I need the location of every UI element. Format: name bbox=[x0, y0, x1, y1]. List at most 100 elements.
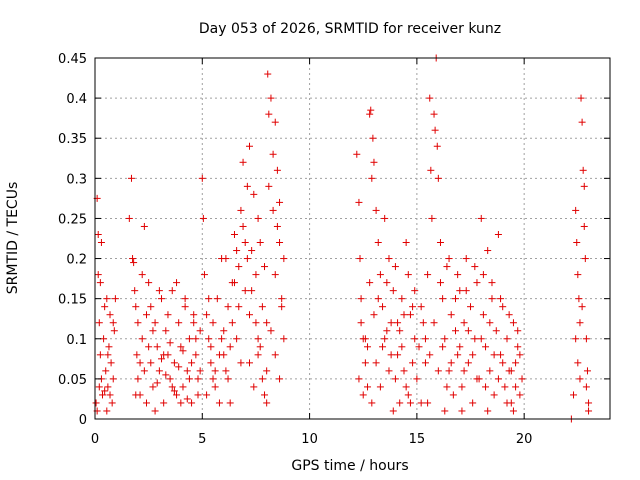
data-point bbox=[269, 150, 277, 158]
data-point bbox=[102, 367, 110, 375]
data-point bbox=[359, 391, 367, 399]
data-point bbox=[127, 174, 135, 182]
data-point bbox=[140, 367, 148, 375]
data-point bbox=[250, 190, 258, 198]
data-point bbox=[100, 335, 108, 343]
data-point bbox=[261, 263, 269, 271]
data-point bbox=[94, 230, 102, 238]
data-point bbox=[254, 335, 262, 343]
data-point bbox=[194, 375, 202, 383]
data-point bbox=[458, 383, 466, 391]
data-point bbox=[143, 311, 150, 319]
data-point bbox=[207, 343, 215, 351]
data-point bbox=[370, 311, 378, 319]
data-point bbox=[235, 263, 243, 271]
data-point bbox=[103, 295, 111, 303]
data-point bbox=[482, 383, 490, 391]
data-point bbox=[361, 335, 369, 343]
data-point bbox=[482, 343, 490, 351]
data-point bbox=[355, 198, 363, 206]
data-point bbox=[357, 319, 365, 327]
axis-ticks bbox=[94, 57, 610, 420]
data-point bbox=[516, 391, 524, 399]
data-point bbox=[222, 367, 230, 375]
data-point bbox=[580, 222, 588, 230]
data-point bbox=[170, 359, 178, 367]
data-point bbox=[369, 134, 377, 142]
data-point bbox=[276, 198, 284, 206]
data-point bbox=[194, 391, 202, 399]
data-point bbox=[391, 375, 399, 383]
data-point bbox=[243, 255, 251, 263]
data-point bbox=[104, 383, 112, 391]
data-point bbox=[436, 239, 444, 247]
data-point bbox=[501, 383, 509, 391]
data-point bbox=[155, 367, 163, 375]
data-point bbox=[454, 351, 462, 359]
data-point bbox=[147, 359, 155, 367]
data-point bbox=[263, 319, 271, 327]
data-point bbox=[138, 335, 146, 343]
data-point bbox=[237, 206, 245, 214]
data-point bbox=[516, 351, 524, 359]
data-point bbox=[109, 375, 117, 383]
data-point bbox=[273, 222, 281, 230]
data-point bbox=[105, 343, 113, 351]
data-point bbox=[97, 239, 105, 247]
data-point bbox=[209, 375, 217, 383]
data-point bbox=[254, 351, 262, 359]
data-point bbox=[209, 319, 217, 327]
data-point bbox=[499, 359, 507, 367]
data-point bbox=[389, 287, 397, 295]
data-point bbox=[421, 335, 429, 343]
data-point bbox=[445, 367, 453, 375]
data-point bbox=[585, 399, 593, 407]
data-point bbox=[181, 295, 189, 303]
data-point bbox=[95, 319, 103, 327]
data-point bbox=[355, 375, 363, 383]
data-point bbox=[133, 351, 141, 359]
data-point bbox=[168, 383, 176, 391]
data-point bbox=[434, 174, 442, 182]
data-point bbox=[572, 335, 580, 343]
data-point bbox=[361, 359, 369, 367]
data-point bbox=[471, 335, 479, 343]
data-point bbox=[492, 327, 500, 335]
data-point bbox=[278, 303, 286, 311]
y-tick-label: 0.4 bbox=[66, 92, 87, 107]
data-point bbox=[479, 271, 487, 279]
data-point bbox=[175, 363, 183, 371]
data-point bbox=[464, 359, 472, 367]
data-point bbox=[145, 279, 153, 287]
data-point bbox=[213, 295, 221, 303]
data-point bbox=[406, 399, 414, 407]
data-point bbox=[183, 367, 191, 375]
data-point bbox=[479, 311, 487, 319]
data-points bbox=[92, 54, 593, 423]
data-point bbox=[230, 279, 238, 287]
data-point bbox=[267, 327, 275, 335]
data-point bbox=[518, 375, 526, 383]
data-point bbox=[226, 399, 234, 407]
data-point bbox=[95, 383, 103, 391]
data-point bbox=[151, 407, 159, 415]
data-point bbox=[166, 339, 174, 347]
data-point bbox=[439, 343, 447, 351]
data-point bbox=[237, 359, 245, 367]
data-point bbox=[94, 271, 102, 279]
data-point bbox=[430, 319, 438, 327]
data-point bbox=[454, 271, 462, 279]
data-point bbox=[241, 239, 249, 247]
data-point bbox=[366, 110, 374, 118]
data-point bbox=[426, 94, 434, 102]
data-point bbox=[389, 407, 397, 415]
data-point bbox=[490, 351, 498, 359]
data-point bbox=[177, 399, 185, 407]
data-point bbox=[464, 327, 472, 335]
y-tick-label: 0.1 bbox=[66, 333, 87, 348]
data-point bbox=[250, 383, 258, 391]
data-point bbox=[265, 110, 273, 118]
data-point bbox=[177, 343, 185, 351]
data-point bbox=[263, 399, 271, 407]
data-point bbox=[153, 379, 161, 387]
